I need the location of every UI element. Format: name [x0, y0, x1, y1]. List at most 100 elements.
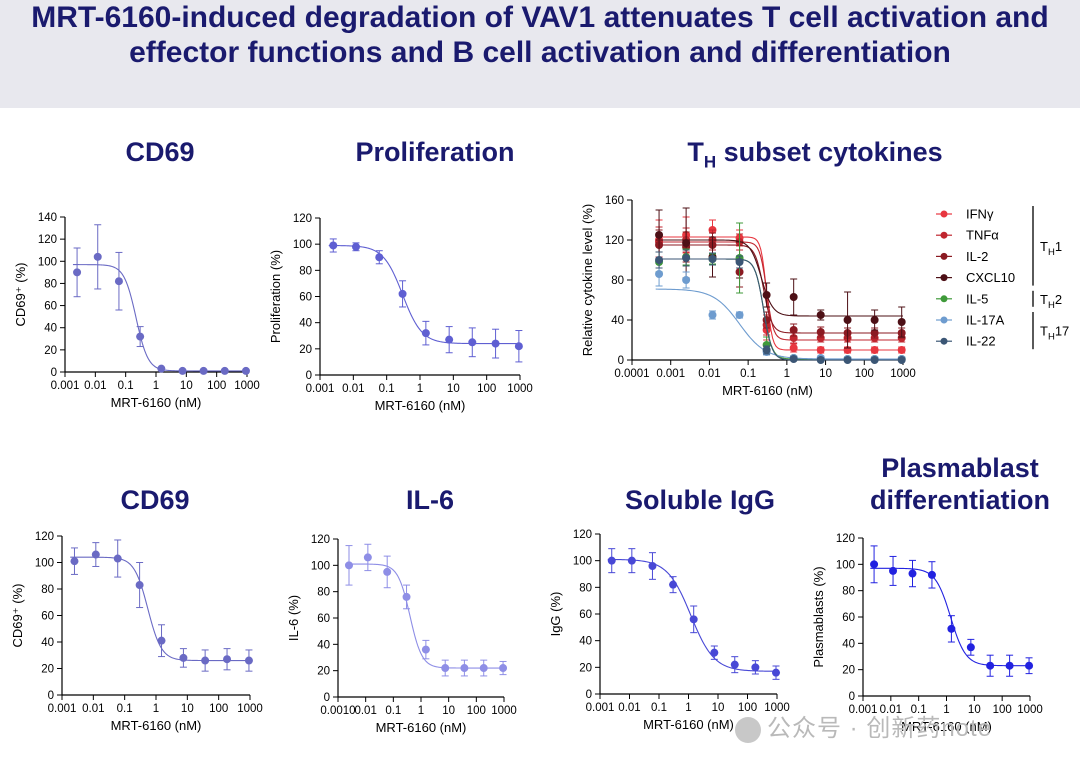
panel-title-th-sub: H — [703, 152, 717, 172]
y-tick-label: 20 — [842, 665, 855, 677]
panel-title-th-rest: subset cytokines — [716, 137, 943, 167]
data-point — [843, 316, 852, 324]
y-tick-label: 40 — [299, 318, 312, 330]
x-tick-label: 0.1 — [651, 702, 667, 714]
data-point — [897, 346, 906, 354]
data-point — [93, 252, 102, 261]
y-tick-label: 120 — [573, 529, 592, 541]
x-tick-label: 100 — [738, 702, 757, 714]
data-point — [157, 636, 166, 645]
x-tick-label: 1000 — [507, 383, 533, 395]
y-tick-label: 60 — [299, 292, 312, 304]
data-point — [762, 346, 771, 354]
x-tick-label: 0.1 — [118, 380, 134, 392]
watermark-text: 公众号 · 创新药note — [767, 715, 993, 742]
data-point — [179, 653, 188, 662]
fit-curve-Plasmablasts — [870, 567, 1030, 667]
y-tick-label: 80 — [611, 275, 624, 287]
legend-label: IL-17A — [966, 313, 1005, 328]
y-tick-label: 100 — [35, 558, 54, 570]
y-tick-label: 0 — [324, 692, 330, 704]
x-axis-label: MRT-6160 (nM) — [111, 395, 202, 410]
x-tick-label: 0.001 — [656, 368, 685, 380]
y-tick-label: 0 — [51, 367, 57, 379]
data-point — [986, 661, 995, 670]
x-tick-label: 0.01 — [698, 368, 720, 380]
legend-marker — [940, 252, 948, 260]
y-tick-label: 120 — [293, 213, 312, 225]
data-point — [927, 570, 936, 579]
chart-plasmablast: 0 20 40 60 80 100 120 0.001 0.01 0.1 1 10 100 1000 MRT… — [811, 533, 1043, 734]
y-tick-label: 20 — [41, 664, 54, 676]
x-tick-label: 0.1 — [740, 368, 756, 380]
fit-curve-CD69 — [72, 264, 247, 372]
y-tick-label: 40 — [317, 639, 330, 651]
data-point — [479, 664, 488, 673]
panel-title-plasmablast-line2: differentiation — [870, 485, 1050, 515]
panel-title-cd69-t: CD69 — [125, 137, 195, 167]
x-tick-label: 100 — [209, 703, 228, 715]
x-tick-label: 0.001 — [849, 704, 878, 716]
x-axis-label: MRT-6160 (nM) — [901, 719, 992, 734]
fit-curve-IL-6 — [345, 563, 504, 669]
data-point — [136, 332, 145, 341]
y-tick-label: 80 — [41, 584, 54, 596]
y-tick-label: 20 — [579, 662, 592, 674]
x-tick-label: 10 — [712, 702, 725, 714]
data-point — [772, 668, 781, 677]
data-point — [689, 615, 698, 624]
chart-igg: 0 20 40 60 80 100 120 0.001 0.01 0.1 1 10 100 1000 MRT… — [548, 529, 790, 732]
x-tick-label: 0.01 — [84, 380, 106, 392]
data-point — [682, 239, 691, 247]
y-tick-label: 40 — [842, 638, 855, 650]
data-point — [789, 344, 798, 352]
data-point — [514, 342, 523, 351]
y-axis-label: Proliferation (%) — [268, 250, 283, 343]
data-point — [421, 329, 430, 338]
y-tick-label: 160 — [605, 195, 624, 207]
legend-marker — [940, 337, 948, 345]
data-point — [897, 356, 906, 364]
y-tick-label: 0 — [306, 370, 312, 382]
x-tick-label: 1 — [685, 702, 691, 714]
data-point — [607, 556, 616, 565]
y-tick-label: 120 — [836, 533, 855, 545]
data-point — [762, 316, 771, 324]
data-point — [870, 316, 879, 324]
data-point — [897, 318, 906, 326]
fit-curve-CXCL10 — [655, 239, 903, 317]
data-point — [730, 660, 739, 669]
chart-legend: IFNγ TNFα IL-2 CXCL10 IL-5 IL-17A IL-22 TH1 TH2 T… — [936, 206, 1069, 350]
y-tick-label: 60 — [41, 611, 54, 623]
x-tick-label: 0.001 — [306, 383, 335, 395]
y-tick-label: 0 — [48, 690, 54, 702]
x-tick-label: 100 — [477, 383, 496, 395]
x-tick-label: 0.01 — [342, 383, 364, 395]
data-point — [383, 567, 392, 576]
y-tick-label: 100 — [573, 556, 592, 568]
legend-marker — [940, 295, 948, 303]
x-tick-label: 1 — [153, 703, 159, 715]
y-tick-label: 80 — [579, 582, 592, 594]
watermark: 公众号 · 创新药note — [735, 708, 992, 743]
data-point — [708, 255, 717, 263]
x-tick-label: 0.1 — [379, 383, 395, 395]
data-point — [73, 268, 82, 277]
x-tick-label: 0.001 — [48, 703, 77, 715]
data-point — [421, 645, 430, 654]
y-tick-label: 20 — [317, 666, 330, 678]
y-tick-label: 80 — [299, 265, 312, 277]
panel-title-plasmablast: Plasmablast differentiation — [850, 452, 1070, 516]
data-point — [70, 557, 79, 566]
data-point — [220, 366, 229, 375]
data-point — [329, 241, 338, 250]
panel-title-igg: Soluble IgG — [624, 485, 775, 515]
legend-label: IL-22 — [966, 334, 996, 349]
data-point — [889, 566, 898, 575]
data-point — [201, 656, 210, 665]
y-tick-label: 60 — [579, 609, 592, 621]
data-point — [398, 289, 407, 298]
x-tick-label: 1000 — [237, 703, 263, 715]
data-point — [627, 556, 636, 565]
data-point — [655, 231, 664, 239]
